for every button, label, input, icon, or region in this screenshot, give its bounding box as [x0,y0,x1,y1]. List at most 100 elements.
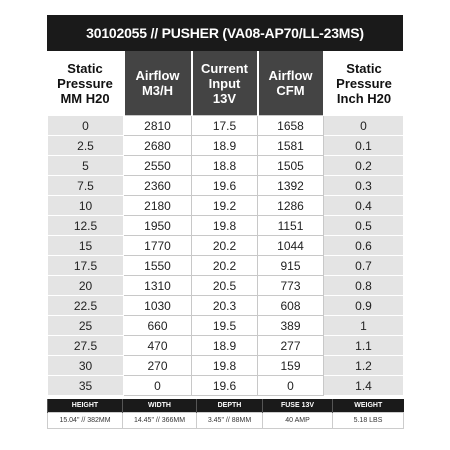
table-cell: 470 [123,335,192,356]
column-header: Airflow M3/H [122,51,193,116]
table-cell: 15 [47,235,124,256]
table-cell: 0.6 [323,235,404,256]
table-row: 12.5 1950 19.8 1151 0.5 [47,215,404,236]
table-cell: 2360 [123,175,192,196]
table-cell: 1950 [123,215,192,236]
specs-values: 15.04" // 382MM 14.45" // 366MM 3.45" // 8… [47,412,404,429]
spec-label: HEIGHT [47,399,123,413]
table-cell: 12.5 [47,215,124,236]
spec-label: FUSE 13V [262,399,333,413]
spec-label: WEIGHT [332,399,404,413]
table-cell: 0.4 [323,195,404,216]
table-cell: 19.6 [191,175,258,196]
table-cell: 0.3 [323,175,404,196]
table-row: 20 1310 20.5 773 0.8 [47,275,404,296]
column-header: Static Pressure MM H20 [47,51,124,116]
table-cell: 1581 [257,135,324,156]
table-cell: 19.8 [191,355,258,376]
spec-value: 3.45" // 88MM [196,412,263,429]
table-cell: 159 [257,355,324,376]
table-cell: 915 [257,255,324,276]
table-cell: 1.4 [323,375,404,396]
column-header: Airflow CFM [256,51,325,116]
table-cell: 0 [123,375,192,396]
specs-table: HEIGHT WIDTH DEPTH FUSE 13V WEIGHT 15.04" // … [47,399,404,429]
table-cell: 1 [323,315,404,336]
table-cell: 0.7 [323,255,404,276]
table-cell: 20.2 [191,255,258,276]
table-cell: 2180 [123,195,192,216]
table-cell: 5 [47,155,124,176]
table-cell: 0 [323,115,404,136]
table-cell: 0.8 [323,275,404,296]
table-cell: 18.8 [191,155,258,176]
column-header: Current Input 13V [190,51,259,116]
table-cell: 1658 [257,115,324,136]
table-cell: 277 [257,335,324,356]
table-cell: 2810 [123,115,192,136]
table-cell: 0.1 [323,135,404,156]
table-row: 15 1770 20.2 1044 0.6 [47,235,404,256]
table-row: 30 270 19.8 159 1.2 [47,355,404,376]
table-cell: 17.5 [47,255,124,276]
table-cell: 1392 [257,175,324,196]
spec-value: 14.45" // 366MM [122,412,197,429]
table-cell: 1151 [257,215,324,236]
table-cell: 660 [123,315,192,336]
spec-value: 40 AMP [262,412,333,429]
table-cell: 773 [257,275,324,296]
table-cell: 1.2 [323,355,404,376]
spec-label: WIDTH [122,399,197,413]
table-cell: 0.5 [323,215,404,236]
table-row: 5 2550 18.8 1505 0.2 [47,155,404,176]
table-cell: 1770 [123,235,192,256]
table-cell: 19.5 [191,315,258,336]
table-cell: 27.5 [47,335,124,356]
spec-value: 5.18 LBS [332,412,404,429]
spec-label: DEPTH [196,399,263,413]
table-cell: 20.3 [191,295,258,316]
title: 30102055 // PUSHER (VA08-AP70/LL-23MS) [47,15,403,51]
table-row: 7.5 2360 19.6 1392 0.3 [47,175,404,196]
table-row: 27.5 470 18.9 277 1.1 [47,335,404,356]
table-cell: 270 [123,355,192,376]
table-cell: 2.5 [47,135,124,156]
table-cell: 25 [47,315,124,336]
table-row: 2.5 2680 18.9 1581 0.1 [47,135,404,156]
table-cell: 19.6 [191,375,258,396]
table-cell: 1550 [123,255,192,276]
table-cell: 1310 [123,275,192,296]
column-header: Static Pressure Inch H20 [323,51,404,116]
table-cell: 608 [257,295,324,316]
spec-value: 15.04" // 382MM [47,412,123,429]
table-cell: 35 [47,375,124,396]
table-row: 0 2810 17.5 1658 0 [47,115,404,136]
table-cell: 2680 [123,135,192,156]
table-row: 35 0 19.6 0 1.4 [47,375,404,396]
table-cell: 20 [47,275,124,296]
table-cell: 22.5 [47,295,124,316]
table-cell: 0.2 [323,155,404,176]
table-cell: 1286 [257,195,324,216]
table-cell: 1044 [257,235,324,256]
table-cell: 18.9 [191,335,258,356]
table-cell: 1030 [123,295,192,316]
table-row: 10 2180 19.2 1286 0.4 [47,195,404,216]
table-cell: 17.5 [191,115,258,136]
table-cell: 20.2 [191,235,258,256]
table-cell: 2550 [123,155,192,176]
specs-labels: HEIGHT WIDTH DEPTH FUSE 13V WEIGHT [47,399,404,413]
table-cell: 18.9 [191,135,258,156]
table-row: 17.5 1550 20.2 915 0.7 [47,255,404,276]
table-cell: 30 [47,355,124,376]
table-cell: 0 [47,115,124,136]
table-cell: 20.5 [191,275,258,296]
table-cell: 19.2 [191,195,258,216]
performance-table: Static Pressure MM H20 Airflow M3/H Curren… [47,51,404,396]
table-cell: 7.5 [47,175,124,196]
table-body: 0 2810 17.5 1658 0 2.5 2680 18.9 1581 0.1 5 2550 18.… [47,115,404,396]
table-cell: 1.1 [323,335,404,356]
table-cell: 389 [257,315,324,336]
table-row: 22.5 1030 20.3 608 0.9 [47,295,404,316]
